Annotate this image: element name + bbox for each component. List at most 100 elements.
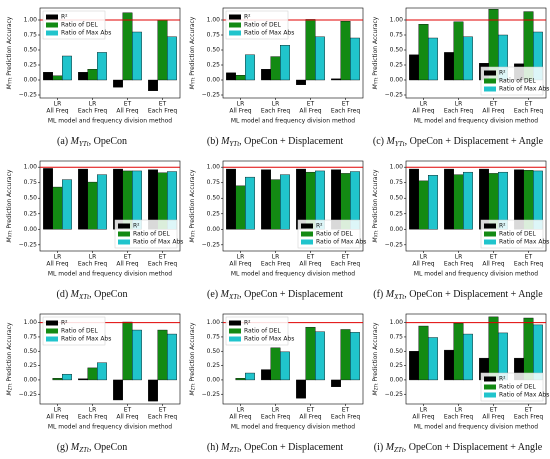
bar (305, 326, 316, 381)
y-label-symbol: M (189, 83, 196, 89)
bar (463, 171, 473, 230)
y-tick-label: −0.25 (19, 241, 38, 248)
y-label-symbol: M (6, 389, 13, 395)
caption-text: , OpeCon (89, 289, 127, 300)
y-tick-label: 0.50 (207, 195, 221, 202)
legend-label: Ratio of Max Abs (61, 30, 111, 37)
caption-subscript: ZTt (394, 446, 405, 454)
y-tick-label: 0.00 (24, 376, 38, 383)
plot-area (39, 313, 181, 405)
bar (226, 72, 236, 81)
x-tick-label: ET (525, 254, 533, 261)
bar (157, 329, 168, 381)
y-label-subscript: XTt (191, 230, 196, 237)
legend-swatch (46, 328, 58, 334)
plot-area (405, 313, 547, 405)
y-label-symbol: M (189, 236, 196, 242)
x-tick-label: Each Freq (514, 261, 544, 268)
legend-swatch (118, 239, 130, 245)
bar (97, 52, 107, 81)
y-tick-label: −0.25 (202, 92, 221, 99)
bar (261, 68, 271, 81)
bar (315, 331, 325, 381)
caption-text: , OpeCon + Displacement (239, 289, 343, 300)
bar (444, 349, 454, 381)
bar (533, 324, 543, 381)
bar (280, 351, 290, 381)
bar (488, 316, 499, 381)
bar (331, 78, 341, 81)
legend-label: Ratio of Max Abs (133, 239, 183, 246)
bar (261, 169, 271, 230)
plot-area (222, 7, 364, 99)
caption-symbol: M (220, 289, 230, 300)
x-tick-label: ET (159, 101, 167, 108)
bar (418, 180, 429, 230)
bar (245, 176, 255, 230)
legend-label: Ratio of Max Abs (244, 336, 294, 343)
legend-label: Ratio of Max Abs (499, 239, 549, 246)
y-tick-label: 1.00 (24, 319, 38, 326)
x-axis-label: ML model and frequency division method (414, 271, 538, 278)
bar (52, 378, 63, 381)
x-axis-label: ML model and frequency division method (48, 424, 172, 431)
x-tick-label: ET (490, 101, 498, 108)
x-tick-label: Each Freq (514, 108, 544, 115)
y-label-symbol: M (372, 236, 379, 242)
bar (296, 379, 306, 399)
y-tick-label: −0.25 (19, 92, 38, 99)
y-tick-label: 1.00 (390, 17, 404, 24)
caption: (h) MZTt, OpeCon + Displacement (207, 442, 343, 453)
legend-label: Ratio of DEL (244, 22, 281, 29)
y-axis-label: MZTt Prediction Accuracy (6, 322, 13, 395)
caption-text: , OpeCon (89, 442, 127, 453)
y-tick-label: 0.25 (390, 62, 404, 69)
bar (409, 168, 419, 230)
y-label-text: Prediction Accuracy (372, 322, 379, 383)
y-label-subscript: XTt (374, 230, 379, 237)
bar (270, 56, 281, 81)
caption-label: (f) (373, 289, 383, 300)
bar (87, 367, 98, 381)
y-axis-label: MYTt Prediction Accuracy (372, 16, 379, 89)
caption-subscript: YTt (395, 140, 406, 148)
y-tick-label: 1.00 (390, 319, 404, 326)
bar (113, 79, 123, 88)
x-tick-label: ET (342, 254, 350, 261)
y-axis-label: MZTt Prediction Accuracy (372, 322, 379, 395)
y-tick-label: 0.50 (207, 47, 221, 54)
x-tick-label: LR (89, 254, 97, 261)
legend-swatch (229, 22, 241, 28)
legend-swatch (484, 70, 496, 76)
plot-area (405, 160, 547, 252)
x-tick-label: Each Freq (331, 261, 361, 268)
bar (280, 45, 290, 81)
legend-label: R² (61, 320, 68, 327)
legend-label: Ratio of Max Abs (499, 86, 549, 93)
x-tick-label: All Freq (482, 414, 504, 421)
y-label-subscript: YTt (191, 77, 196, 85)
y-axis-label: MYTt Prediction Accuracy (6, 16, 13, 89)
x-tick-label: All Freq (229, 108, 251, 115)
x-tick-label: ET (159, 407, 167, 414)
x-tick-label: All Freq (412, 261, 434, 268)
bar (87, 68, 98, 81)
bar (523, 317, 534, 381)
legend-swatch (484, 231, 496, 237)
y-tick-label: −0.25 (385, 241, 404, 248)
bar (97, 174, 107, 230)
bar (132, 329, 142, 381)
caption-subscript: YTt (229, 140, 240, 148)
x-tick-label: All Freq (46, 108, 68, 115)
y-tick-label: 0.00 (207, 226, 221, 233)
y-tick-label: 1.00 (207, 164, 221, 171)
y-tick-label: 1.00 (24, 164, 38, 171)
legend-swatch (484, 239, 496, 245)
y-axis-label: MYTt Prediction Accuracy (189, 16, 196, 89)
legend-label: Ratio of Max Abs (316, 239, 366, 246)
bar (463, 333, 473, 381)
y-tick-label: 0.50 (24, 348, 38, 355)
